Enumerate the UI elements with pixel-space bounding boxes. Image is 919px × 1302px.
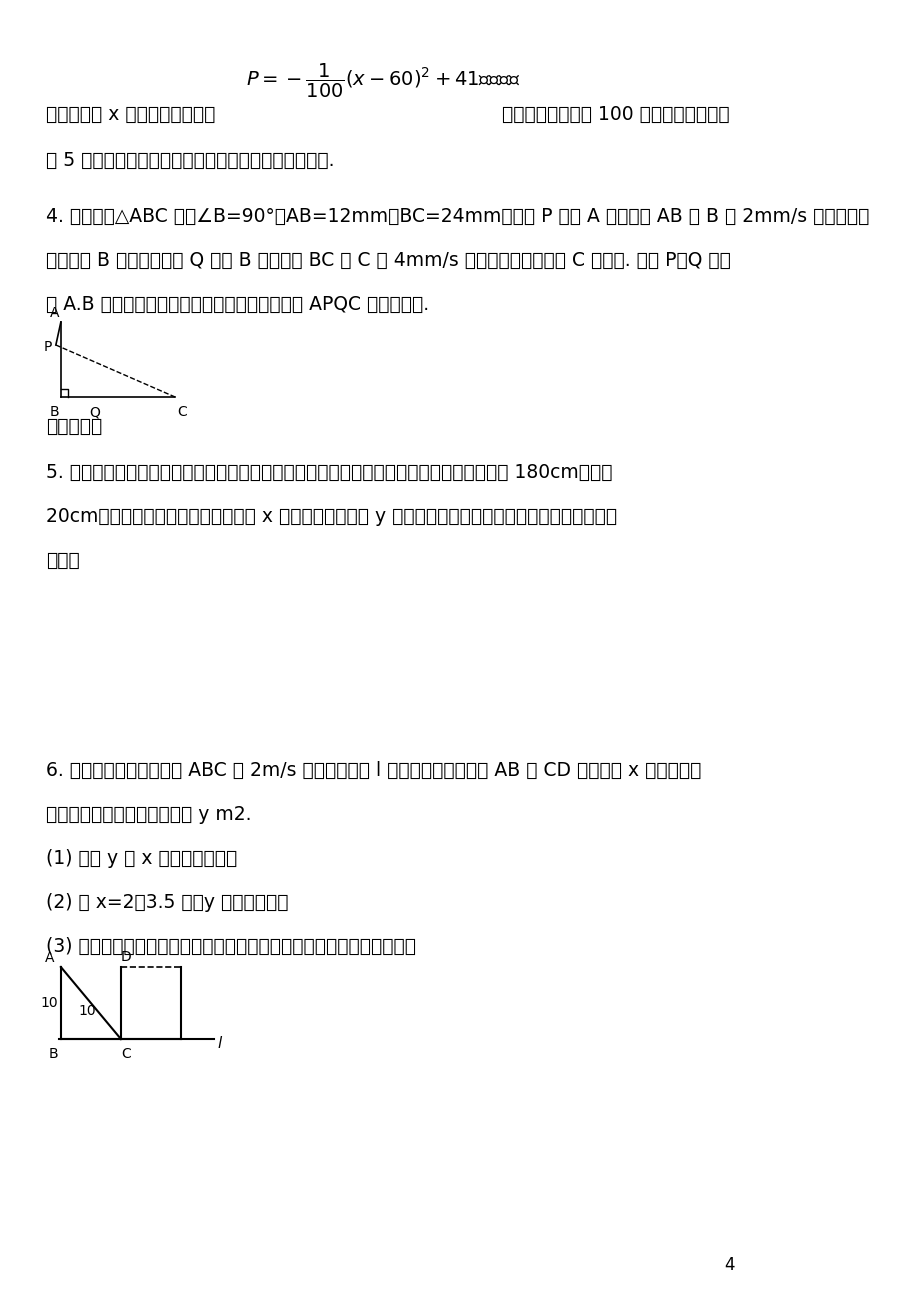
Text: (2) 当 x=2，3.5 时，y 分别是多少？: (2) 当 x=2，3.5 时，y 分别是多少？ xyxy=(46,893,288,911)
Text: ，每年最多可投入 100 万元的销售投资，: ，每年最多可投入 100 万元的销售投资， xyxy=(501,105,729,124)
Text: （不与点 B 重合），动点 Q 从点 B 开始沿边 BC 向 C 以 4mm/s 的速度移动（不与点 C 重合）. 如果 P、Q 分别: （不与点 B 重合），动点 Q 从点 B 开始沿边 BC 向 C 以 4mm/s… xyxy=(46,251,730,270)
Text: 10: 10 xyxy=(40,996,58,1010)
Text: l: l xyxy=(218,1035,221,1051)
Text: (3) 当重叠部分的面积是正方形面积的一半时，三角形移动了多长时间？: (3) 当重叠部分的面积是正方形面积的一半时，三角形移动了多长时间？ xyxy=(46,937,415,956)
Text: 20cm，请通过计算说明，当底面的宽 x 为何值时，抽屉的 y 最大？最大为多少？（材质及其厚度等暂忽略: 20cm，请通过计算说明，当底面的宽 x 为何值时，抽屉的 y 最大？最大为多少… xyxy=(46,506,617,526)
Text: $P = -\dfrac{1}{100}(x-60)^2 + 41$（万元）: $P = -\dfrac{1}{100}(x-60)^2 + 41$（万元） xyxy=(246,62,520,100)
Text: 6. 如图，等腰直角三角形 ABC 以 2m/s 的速度沿直线 l 向正方形移动，直到 AB 与 CD 重合，设 x 秒时，三角: 6. 如图，等腰直角三角形 ABC 以 2m/s 的速度沿直线 l 向正方形移动… xyxy=(46,760,700,780)
Text: C: C xyxy=(121,1047,131,1061)
Text: 则 5 年所获利润的最大值是＿＿＿＿＿＿＿＿＿＿＿＿.: 则 5 年所获利润的最大值是＿＿＿＿＿＿＿＿＿＿＿＿. xyxy=(46,151,334,171)
Text: 三、解答题: 三、解答题 xyxy=(46,417,102,436)
Text: 4. 如图，在△ABC 中，∠B=90°，AB=12mm，BC=24mm，动点 P 从点 A 开始沿边 AB 向 B 以 2mm/s 的速度移动: 4. 如图，在△ABC 中，∠B=90°，AB=12mm，BC=24mm，动点 … xyxy=(46,207,868,227)
Text: A: A xyxy=(45,950,54,965)
Text: D: D xyxy=(120,950,131,963)
Text: 10: 10 xyxy=(79,1004,96,1018)
Text: (1) 写出 y 与 x 的函数解析式；: (1) 写出 y 与 x 的函数解析式； xyxy=(46,849,237,868)
Text: 不计）: 不计） xyxy=(46,551,80,570)
Text: 为：每投入 x 万元，可获得利润: 为：每投入 x 万元，可获得利润 xyxy=(46,105,215,124)
Text: B: B xyxy=(49,1047,58,1061)
Text: C: C xyxy=(176,405,187,419)
Text: P: P xyxy=(43,340,51,354)
Text: Q: Q xyxy=(89,405,100,419)
Text: 形与正方形重合部分的面积为 y m2.: 形与正方形重合部分的面积为 y m2. xyxy=(46,805,251,824)
Text: B: B xyxy=(50,405,59,419)
Text: 5. 某高中学校为高一新生设计的学生单人桌的抽屉部分是长方体形。其中，抽屉底面周长为 180cm，高为: 5. 某高中学校为高一新生设计的学生单人桌的抽屉部分是长方体形。其中，抽屉底面周… xyxy=(46,464,612,482)
Text: A: A xyxy=(50,306,59,320)
Text: 4: 4 xyxy=(723,1256,734,1273)
Text: 从 A.B 同时出发，那么经过＿＿＿＿秒，四边形 APQC 的面积最小.: 从 A.B 同时出发，那么经过＿＿＿＿秒，四边形 APQC 的面积最小. xyxy=(46,296,428,314)
